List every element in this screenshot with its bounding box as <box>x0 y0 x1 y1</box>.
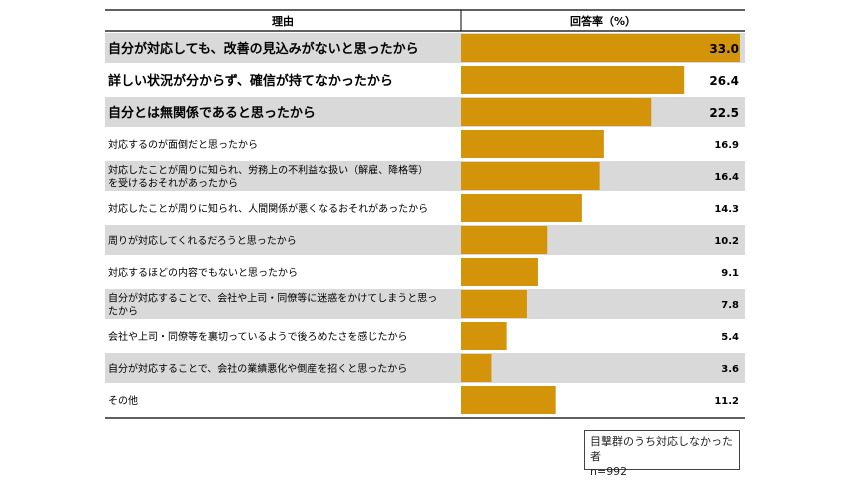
bar <box>461 98 652 126</box>
value-label: 3.6 <box>721 364 739 375</box>
bar <box>461 226 548 254</box>
bar <box>461 386 556 414</box>
sample-note-group: 目撃群のうち対応しなかった者 <box>590 435 733 463</box>
value-label: 7.8 <box>721 300 739 311</box>
bar <box>461 194 582 222</box>
bar <box>461 354 492 382</box>
category-label: を受けるおそれがあったから <box>108 177 238 190</box>
sample-note-n: n=992 <box>590 465 628 478</box>
bar <box>461 162 600 190</box>
value-label: 22.5 <box>709 106 739 120</box>
row-stripe <box>105 161 745 191</box>
category-label: 詳しい状況が分からず、確信が持てなかったから <box>108 73 393 89</box>
category-label: 自分とは無関係であると思ったから <box>108 105 316 121</box>
value-label: 10.2 <box>714 236 739 247</box>
value-label: 14.3 <box>714 204 739 215</box>
row-stripe <box>105 289 745 319</box>
bar <box>461 34 740 62</box>
category-label: たから <box>108 306 138 318</box>
value-label: 11.2 <box>714 396 739 407</box>
value-label: 16.4 <box>714 172 739 183</box>
value-label: 26.4 <box>709 74 739 88</box>
bar <box>461 66 685 94</box>
category-label: 対応するほどの内容でもないと思ったから <box>108 266 298 279</box>
category-label: その他 <box>108 394 138 407</box>
row-stripe <box>105 353 745 383</box>
sample-note: 目撃群のうち対応しなかった者 n=992 <box>584 430 740 478</box>
category-label: 自分が対応しても、改善の見込みがないと思ったから <box>108 41 419 57</box>
category-label: 自分が対応することで、会社や上司・同僚等に迷惑をかけてしまうと思っ <box>108 292 437 305</box>
bar <box>461 258 538 286</box>
value-label: 16.9 <box>714 140 739 151</box>
value-label: 33.0 <box>709 42 739 56</box>
category-label: 対応するのが面倒だと思ったから <box>108 138 258 151</box>
header-reason: 理由 <box>272 14 294 28</box>
bar <box>461 130 604 158</box>
bar <box>461 322 507 350</box>
category-label: 周りが対応してくれるだろうと思ったから <box>108 234 297 247</box>
category-label: 対応したことが周りに知られ、労務上の不利益な扱い（解雇、降格等） <box>108 164 428 177</box>
bar <box>461 290 527 318</box>
category-label: 対応したことが周りに知られ、人間関係が悪くなるおそれがあったから <box>108 202 428 215</box>
value-label: 9.1 <box>721 268 739 279</box>
value-label: 5.4 <box>721 332 739 343</box>
header-value: 回答率（%） <box>570 14 636 28</box>
category-label: 会社や上司・同僚等を裏切っているようで後ろめたさを感じたから <box>108 330 408 343</box>
category-label: 自分が対応することで、会社の業績悪化や倒産を招くと思ったから <box>108 362 407 375</box>
row-stripe <box>105 225 745 255</box>
